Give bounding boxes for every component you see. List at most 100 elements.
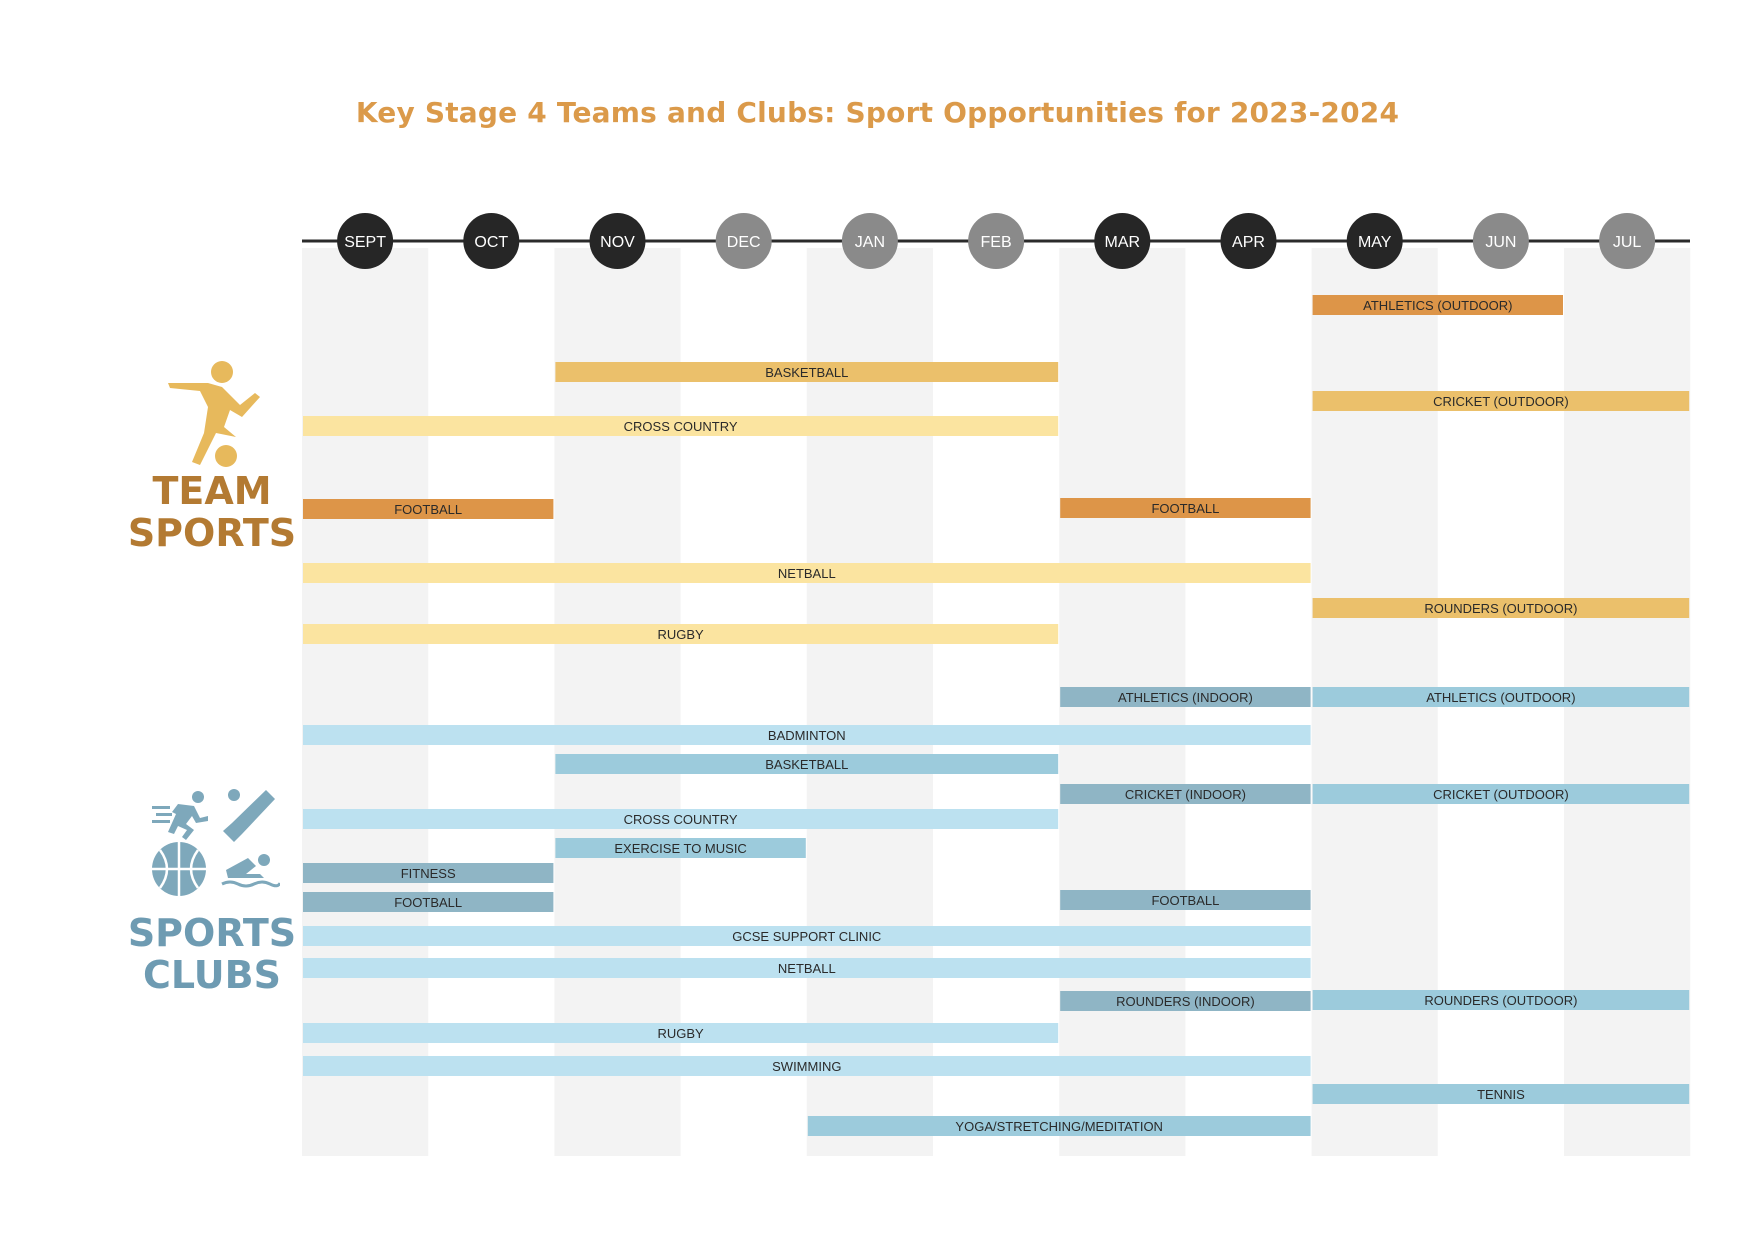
sports-club-bar: CROSS COUNTRY xyxy=(303,809,1059,829)
sports-club-bar-label: ATHLETICS (OUTDOOR) xyxy=(1426,690,1575,705)
sports-club-bar: RUGBY xyxy=(303,1023,1059,1043)
sports-club-bar: ATHLETICS (OUTDOOR) xyxy=(1312,687,1690,707)
month-marker-circle xyxy=(1220,213,1277,269)
team-sport-bar-label: NETBALL xyxy=(778,566,836,581)
runner-icon xyxy=(152,791,208,840)
month-marker-jun: JUN xyxy=(1472,213,1529,269)
sports-club-bar: FOOTBALL xyxy=(303,892,554,912)
sports-club-bar-rect xyxy=(1312,1084,1690,1104)
sports-club-bar: BADMINTON xyxy=(303,725,1311,745)
team-sports-label: TEAM SPORTS xyxy=(112,470,312,554)
sports-club-bar-label: FITNESS xyxy=(401,866,456,881)
sports-clubs-label-line2: CLUBS xyxy=(143,953,281,997)
team-sport-bar-label: ATHLETICS (OUTDOOR) xyxy=(1363,298,1512,313)
sports-club-bar-rect xyxy=(303,1023,1059,1043)
sports-club-bar-rect xyxy=(1060,991,1311,1011)
sports-club-bar-rect xyxy=(1060,687,1311,707)
sports-club-bar: CRICKET (INDOOR) xyxy=(1060,784,1311,804)
page-title: Key Stage 4 Teams and Clubs: Sport Oppor… xyxy=(355,96,1400,129)
month-marker-circle xyxy=(1094,213,1151,269)
sports-club-bar: FITNESS xyxy=(303,863,554,883)
team-sport-bar-rect xyxy=(1312,598,1690,618)
sports-club-bar: CRICKET (OUTDOOR) xyxy=(1312,784,1690,804)
sports-club-bar: EXERCISE TO MUSIC xyxy=(555,838,806,858)
month-marker-nov: NOV xyxy=(589,213,646,269)
sports-club-bar-label: FOOTBALL xyxy=(1151,893,1219,908)
month-marker-jul: JUL xyxy=(1599,213,1656,269)
sports-club-bar-label: ATHLETICS (INDOOR) xyxy=(1118,690,1253,705)
sports-club-bar-rect xyxy=(807,1116,1311,1136)
sports-club-bar: NETBALL xyxy=(303,958,1311,978)
month-marker-jan: JAN xyxy=(841,213,898,269)
month-marker-circle xyxy=(968,213,1025,269)
sports-club-bar-label: ROUNDERS (OUTDOOR) xyxy=(1424,993,1577,1008)
sports-club-bar-label: SWIMMING xyxy=(772,1059,841,1074)
sports-clubs-label-line1: SPORTS xyxy=(127,911,297,955)
month-column-jan xyxy=(806,248,933,1156)
sports-club-bar: FOOTBALL xyxy=(1060,890,1311,910)
team-sport-bar-rect xyxy=(303,416,1059,436)
month-marker-oct: OCT xyxy=(463,213,520,269)
sports-club-bar-rect xyxy=(1060,784,1311,804)
team-sport-bar-label: CRICKET (OUTDOOR) xyxy=(1433,394,1569,409)
sports-club-bar-rect xyxy=(1312,990,1690,1010)
month-column-nov xyxy=(554,248,681,1156)
month-marker-sept: SEPT xyxy=(337,213,394,269)
sports-clubs-label: SPORTS CLUBS xyxy=(112,912,312,996)
team-sports-label-line1: TEAM xyxy=(152,469,272,513)
month-marker-circle xyxy=(1472,213,1529,269)
month-marker-circle xyxy=(1346,213,1403,269)
sports-club-bar-rect xyxy=(555,754,1059,774)
month-marker-circle xyxy=(1599,213,1656,269)
month-column-sept xyxy=(302,248,429,1156)
month-marker-circle xyxy=(337,213,394,269)
month-label: SEPT xyxy=(344,234,386,251)
sports-club-bar-label: ROUNDERS (INDOOR) xyxy=(1116,994,1255,1009)
activity-bars: ATHLETICS (OUTDOOR) BASKETBALL CRICKET (OU… xyxy=(303,295,1690,1136)
team-sport-bar-rect xyxy=(303,624,1059,644)
team-sport-bar-label: FOOTBALL xyxy=(394,502,462,517)
sports-club-bar-rect xyxy=(303,958,1311,978)
cricket-bat-icon xyxy=(223,789,275,842)
team-sport-bar-label: ROUNDERS (OUTDOOR) xyxy=(1424,601,1577,616)
month-label: JUL xyxy=(1613,234,1642,251)
sports-club-bar: SWIMMING xyxy=(303,1056,1311,1076)
sports-club-bar-label: BADMINTON xyxy=(768,728,846,743)
team-sport-bar-label: BASKETBALL xyxy=(765,365,848,380)
sports-club-bar-rect xyxy=(303,725,1311,745)
sports-club-bar-label: GCSE SUPPORT CLINIC xyxy=(732,929,881,944)
month-label: DEC xyxy=(727,234,761,251)
month-marker-circle xyxy=(463,213,520,269)
swimmer-icon xyxy=(221,854,280,888)
sports-club-bar: ATHLETICS (INDOOR) xyxy=(1060,687,1311,707)
sports-club-bar: GCSE SUPPORT CLINIC xyxy=(303,926,1311,946)
month-label: APR xyxy=(1232,234,1265,251)
team-sport-bar-rect xyxy=(1060,498,1311,518)
team-sport-bar: RUGBY xyxy=(303,624,1059,644)
sports-club-bar-rect xyxy=(303,863,554,883)
team-sport-bar: CROSS COUNTRY xyxy=(303,416,1059,436)
sports-club-bar-label: YOGA/STRETCHING/MEDITATION xyxy=(955,1119,1163,1134)
sports-club-bar-label: NETBALL xyxy=(778,961,836,976)
basketball-icon xyxy=(152,842,206,896)
sports-club-bar: ROUNDERS (OUTDOOR) xyxy=(1312,990,1690,1010)
month-marker-circle xyxy=(715,213,772,269)
sports-club-bar-rect xyxy=(303,809,1059,829)
team-sport-bar: FOOTBALL xyxy=(303,499,554,519)
month-marker-apr: APR xyxy=(1220,213,1277,269)
month-label: JAN xyxy=(855,234,885,251)
month-label: MAR xyxy=(1105,234,1141,251)
month-markers: SEPT OCT NOV DEC JAN FEB MAR APR MAY JUN JUL xyxy=(337,213,1656,269)
month-marker-dec: DEC xyxy=(715,213,772,269)
team-sport-bar-rect xyxy=(555,362,1059,382)
sports-club-bar: YOGA/STRETCHING/MEDITATION xyxy=(807,1116,1311,1136)
team-sport-bar-label: FOOTBALL xyxy=(1151,501,1219,516)
team-sport-bar: NETBALL xyxy=(303,563,1311,583)
sports-club-bar: ROUNDERS (INDOOR) xyxy=(1060,991,1311,1011)
month-label: NOV xyxy=(600,234,635,251)
month-marker-feb: FEB xyxy=(968,213,1025,269)
sports-club-bar: TENNIS xyxy=(1312,1084,1690,1104)
sports-club-bar-label: FOOTBALL xyxy=(394,895,462,910)
month-marker-may: MAY xyxy=(1346,213,1403,269)
